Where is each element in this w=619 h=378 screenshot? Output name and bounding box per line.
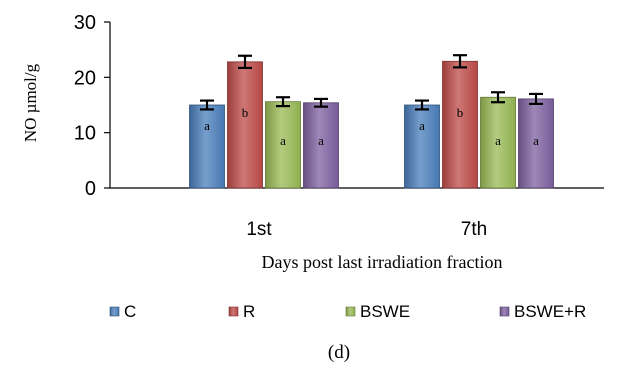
significance-label: b — [242, 105, 249, 120]
figure-caption: (d) — [328, 342, 350, 363]
bar — [227, 61, 263, 189]
y-tick-label: 20 — [74, 67, 96, 89]
bar — [518, 98, 554, 189]
y-tick-label: 0 — [85, 178, 96, 200]
x-tick-label: 1st — [246, 219, 272, 240]
legend-swatch — [345, 306, 356, 317]
legend-label: C — [124, 302, 136, 321]
significance-label: a — [318, 133, 324, 148]
y-axis-title: NO µmol/g — [21, 63, 40, 142]
bar — [442, 60, 478, 189]
legend: C R BSWE BSWE+R — [109, 302, 586, 321]
y-tick-label: 30 — [74, 12, 96, 34]
significance-label: b — [457, 105, 464, 120]
x-tick-label: 7th — [461, 219, 487, 240]
legend-label: BSWE+R — [514, 302, 586, 321]
significance-label: a — [419, 118, 425, 133]
x-axis-title: Days post last irradiation fraction — [262, 252, 503, 272]
significance-label: a — [495, 133, 501, 148]
legend-swatch — [228, 306, 239, 317]
y-tick-label: 10 — [74, 123, 96, 145]
bar — [303, 102, 339, 189]
bar — [480, 96, 516, 189]
legend-label: R — [243, 302, 255, 321]
bars: a b a a a b a a — [189, 54, 554, 189]
legend-swatch — [499, 306, 510, 317]
significance-label: a — [204, 118, 210, 133]
legend-label: BSWE — [360, 302, 410, 321]
legend-swatch — [109, 306, 120, 317]
significance-label: a — [533, 133, 539, 148]
significance-label: a — [280, 133, 286, 148]
bar — [404, 104, 440, 189]
bar — [189, 104, 225, 189]
